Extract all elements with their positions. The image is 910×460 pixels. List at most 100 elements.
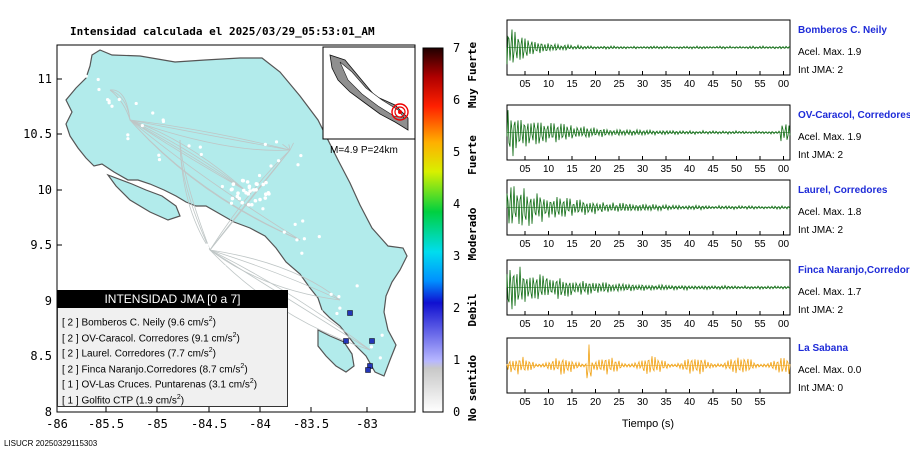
waveform-trace — [506, 110, 791, 157]
town-dot — [105, 97, 110, 102]
town-dot — [151, 111, 155, 115]
town-dot — [117, 97, 121, 102]
scale-category-label: Muy Fuerte — [466, 42, 479, 109]
town-dot — [183, 258, 188, 262]
lon-tick-label: -84.5 — [191, 417, 227, 431]
station-acel: Acel. Max. 1.7 — [798, 287, 862, 298]
time-tick-label: 25 — [613, 319, 625, 330]
town-dot — [205, 243, 209, 247]
town-dot — [250, 202, 254, 207]
town-dot — [161, 118, 165, 122]
town-dot — [248, 189, 252, 193]
time-tick-label: 40 — [684, 239, 696, 250]
lon-tick-label: -84 — [249, 417, 271, 431]
time-tick-label: 30 — [637, 239, 649, 250]
town-dot — [276, 159, 281, 163]
lat-tick-label: 9 — [45, 294, 52, 308]
town-dot — [263, 142, 267, 146]
lat-tick-label: 9.5 — [30, 238, 52, 252]
town-dot — [269, 164, 273, 168]
time-tick-label: 35 — [660, 164, 672, 175]
time-tick-label: 55 — [754, 319, 766, 330]
legend-superscript: 2 — [208, 347, 213, 354]
legend-close-paren: ) — [212, 348, 216, 360]
time-tick-label: 50 — [731, 397, 743, 408]
legend-superscript: 2 — [208, 316, 213, 323]
station-name: Finca Naranjo,Corredores — [798, 265, 910, 276]
legend-row: [ 2 ] Finca Naranjo.Corredores (8.7 cm/s… — [62, 359, 287, 375]
time-tick-label: 10 — [543, 79, 555, 90]
town-dot — [240, 200, 245, 205]
town-dot — [222, 264, 226, 269]
legend-level: [ 2 ] — [62, 317, 82, 329]
station-marker — [343, 338, 349, 344]
time-tick-label: 35 — [660, 79, 672, 90]
inset-map — [322, 46, 416, 140]
time-tick-label: 50 — [731, 319, 743, 330]
time-tick-label: 30 — [637, 397, 649, 408]
time-tick-label: 20 — [590, 239, 602, 250]
legend-level: [ 1 ] — [62, 379, 82, 391]
town-dot — [126, 133, 130, 137]
scale-tick-label: 0 — [453, 405, 460, 419]
waveform-trace — [506, 29, 791, 65]
time-tick-label: 35 — [660, 319, 672, 330]
legend-row: [ 1 ] Golfito CTP (1.9 cm/s2) — [62, 390, 287, 406]
time-tick-label: 10 — [543, 397, 555, 408]
town-dot — [264, 180, 268, 185]
lon-tick-label: -85 — [146, 417, 168, 431]
time-tick-label: 15 — [566, 319, 578, 330]
time-tick-label: 25 — [613, 164, 625, 175]
town-dot — [107, 101, 111, 105]
lon-tick-label: -83 — [356, 417, 378, 431]
town-dot — [96, 77, 100, 82]
town-dot — [194, 244, 198, 248]
station-name: OV-Caracol, Corredores — [798, 110, 910, 121]
town-dot — [319, 310, 323, 314]
time-tick-label: 40 — [684, 397, 696, 408]
time-tick-label: 20 — [590, 397, 602, 408]
station-int: Int JMA: 2 — [798, 305, 844, 316]
town-dot — [231, 182, 236, 186]
time-tick-label: 00 — [778, 319, 790, 330]
scale-tick-label: 6 — [453, 93, 460, 107]
time-tick-label: 15 — [566, 397, 578, 408]
station-marker — [369, 338, 375, 344]
legend-close-paren: ) — [244, 363, 248, 375]
time-tick-label: 10 — [543, 319, 555, 330]
intensity-color-scale — [422, 47, 444, 413]
town-dot — [228, 238, 232, 243]
time-tick-label: 20 — [590, 319, 602, 330]
time-tick-label: 05 — [519, 164, 531, 175]
town-dot — [369, 345, 374, 349]
town-dot — [246, 202, 251, 207]
town-dot — [337, 294, 341, 299]
waveform-panel: 05 10 15 20 25 30 35 40 45 50 55 — [506, 337, 791, 408]
time-tick-label: 55 — [754, 79, 766, 90]
station-marker — [347, 310, 353, 316]
legend-title: INTENSIDAD JMA [0 a 7] — [57, 290, 288, 308]
station-int: Int JMA: 2 — [798, 150, 844, 161]
scale-tick-label: 1 — [453, 353, 460, 367]
town-dot — [230, 196, 235, 201]
town-dot — [338, 306, 342, 310]
time-axis-label: Tiempo (s) — [622, 418, 674, 430]
station-int: Int JMA: 2 — [798, 65, 844, 76]
time-tick-label: 05 — [519, 79, 531, 90]
legend-station-text: Laurel. Corredores (7.7 cm/s — [81, 348, 209, 360]
scale-tick-label: 3 — [453, 249, 460, 263]
legend-row: [ 1 ] OV-Las Cruces. Puntarenas (3.1 cm/… — [62, 374, 287, 390]
time-tick-label: 35 — [660, 239, 672, 250]
legend-row: [ 2 ] Bomberos C. Neily (9.6 cm/s2) — [62, 312, 287, 328]
town-dot — [229, 201, 234, 205]
time-tick-label: 15 — [566, 239, 578, 250]
town-dot — [241, 178, 246, 183]
time-tick-label: 25 — [613, 397, 625, 408]
time-tick-label: 40 — [684, 319, 696, 330]
time-tick-label: 05 — [519, 319, 531, 330]
town-dot — [252, 188, 256, 192]
station-int: Int JMA: 0 — [798, 383, 844, 394]
scale-tick-label: 2 — [453, 301, 460, 315]
time-tick-label: 50 — [731, 164, 743, 175]
legend-level: [ 2 ] — [62, 363, 82, 375]
